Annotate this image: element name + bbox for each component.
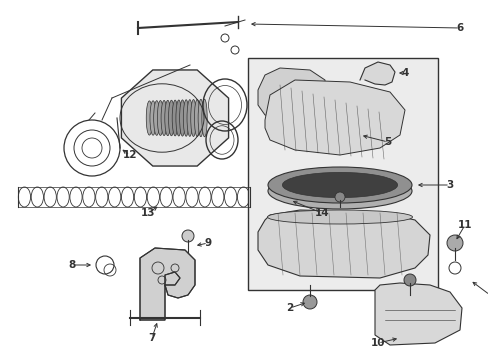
Bar	[247, 58, 437, 290]
Ellipse shape	[153, 101, 160, 135]
Text: 4: 4	[401, 68, 408, 78]
Polygon shape	[258, 210, 429, 278]
Text: 1: 1	[486, 290, 488, 300]
Ellipse shape	[176, 100, 182, 136]
Polygon shape	[258, 68, 325, 120]
Circle shape	[303, 295, 316, 309]
Polygon shape	[359, 62, 394, 85]
Ellipse shape	[183, 100, 188, 136]
Ellipse shape	[161, 100, 167, 136]
Text: 6: 6	[455, 23, 463, 33]
Text: 14: 14	[314, 208, 328, 218]
Ellipse shape	[267, 167, 411, 203]
Ellipse shape	[267, 173, 411, 209]
Circle shape	[334, 192, 345, 202]
Circle shape	[182, 230, 194, 242]
Ellipse shape	[202, 99, 207, 137]
Text: 13: 13	[141, 208, 155, 218]
Text: 5: 5	[384, 137, 391, 147]
Ellipse shape	[267, 210, 412, 224]
Text: 3: 3	[446, 180, 453, 190]
Ellipse shape	[282, 172, 397, 198]
Ellipse shape	[198, 99, 203, 137]
Circle shape	[446, 235, 462, 251]
Text: 8: 8	[68, 260, 76, 270]
Circle shape	[403, 274, 415, 286]
Text: 7: 7	[148, 333, 155, 343]
Ellipse shape	[150, 101, 156, 135]
Ellipse shape	[146, 101, 152, 135]
Ellipse shape	[164, 100, 170, 136]
Polygon shape	[374, 283, 461, 345]
Ellipse shape	[168, 100, 174, 136]
Text: 2: 2	[286, 303, 293, 313]
Ellipse shape	[172, 100, 178, 136]
Polygon shape	[264, 80, 404, 155]
Polygon shape	[121, 70, 228, 166]
Ellipse shape	[190, 99, 196, 136]
Ellipse shape	[186, 100, 192, 136]
Ellipse shape	[179, 100, 185, 136]
Polygon shape	[140, 248, 195, 320]
Text: 11: 11	[457, 220, 471, 230]
Text: 9: 9	[204, 238, 211, 248]
Text: 12: 12	[122, 150, 137, 160]
Text: 10: 10	[370, 338, 385, 348]
Ellipse shape	[157, 100, 163, 135]
Ellipse shape	[194, 99, 200, 136]
